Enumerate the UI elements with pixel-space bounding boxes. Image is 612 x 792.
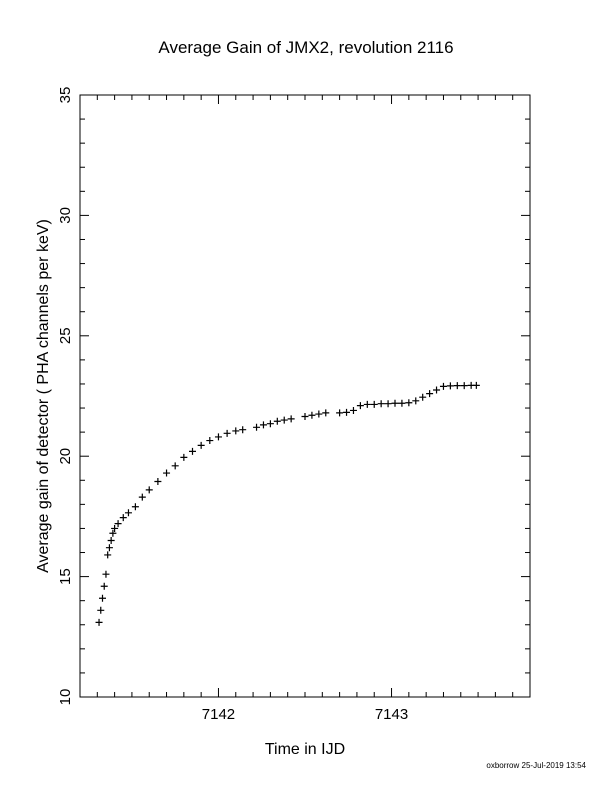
data-point xyxy=(460,382,468,390)
data-point xyxy=(171,462,179,470)
x-axis-label: Time in IJD xyxy=(265,741,345,758)
data-point xyxy=(97,606,105,614)
y-axis-label: Average gain of detector ( PHA channels … xyxy=(35,219,52,573)
data-point xyxy=(107,536,115,544)
data-point xyxy=(102,570,110,578)
data-point xyxy=(189,447,196,455)
data-point xyxy=(239,426,247,434)
data-point xyxy=(100,582,108,590)
data-point xyxy=(391,399,399,407)
data-point xyxy=(308,411,316,419)
data-point xyxy=(95,618,103,626)
chart-title: Average Gain of JMX2, revolution 2116 xyxy=(158,38,453,57)
data-point xyxy=(109,529,117,537)
y-tick-label: 30 xyxy=(57,207,74,224)
data-point xyxy=(322,409,330,417)
data-point xyxy=(472,381,480,389)
data-point xyxy=(273,417,281,425)
data-point xyxy=(145,486,153,494)
data-point xyxy=(446,382,454,390)
data-point xyxy=(405,399,413,407)
data-point xyxy=(124,509,132,517)
data-points xyxy=(95,381,480,626)
plot-frame xyxy=(79,94,531,698)
data-point xyxy=(280,416,288,424)
data-point xyxy=(370,400,378,408)
data-point xyxy=(259,421,267,429)
axis-ticks xyxy=(79,94,531,698)
data-point xyxy=(105,544,113,552)
data-point xyxy=(363,400,371,408)
data-point xyxy=(349,406,357,414)
data-point xyxy=(223,429,231,437)
x-tick-label: 7142 xyxy=(202,706,235,723)
data-point xyxy=(433,386,441,394)
data-point xyxy=(104,551,112,559)
data-point xyxy=(287,415,295,423)
data-point xyxy=(253,423,261,431)
x-tick-label: 7143 xyxy=(375,706,408,723)
data-point xyxy=(398,399,406,407)
data-point xyxy=(336,409,344,417)
data-point xyxy=(426,390,434,398)
data-point xyxy=(99,594,106,602)
data-point xyxy=(315,410,323,418)
data-point xyxy=(377,400,385,408)
y-tick-label: 25 xyxy=(57,327,74,344)
data-point xyxy=(301,412,309,420)
data-point xyxy=(114,520,122,528)
data-point xyxy=(119,514,127,522)
data-point xyxy=(131,503,139,511)
data-point xyxy=(180,453,188,461)
data-point xyxy=(419,393,427,401)
data-point xyxy=(232,427,240,435)
data-point xyxy=(214,433,222,441)
data-point xyxy=(111,524,119,532)
data-point xyxy=(197,441,205,449)
data-point xyxy=(163,469,171,477)
data-point xyxy=(356,402,364,410)
data-point xyxy=(384,400,392,408)
y-tick-label: 15 xyxy=(57,568,74,585)
data-point xyxy=(412,397,420,405)
y-tick-label: 35 xyxy=(57,87,74,104)
data-point xyxy=(343,408,351,416)
footer-stamp: oxborrow 25-Jul-2019 13:54 xyxy=(486,761,586,770)
data-point xyxy=(206,437,214,445)
tick-labels: 7142 7143 10 15 20 25 30 35 xyxy=(57,87,408,723)
data-point xyxy=(439,382,447,390)
y-tick-label: 10 xyxy=(57,689,74,706)
data-point xyxy=(154,477,162,485)
data-point xyxy=(138,493,146,501)
y-tick-label: 20 xyxy=(57,448,74,465)
data-point xyxy=(453,382,461,390)
data-point xyxy=(266,420,274,428)
